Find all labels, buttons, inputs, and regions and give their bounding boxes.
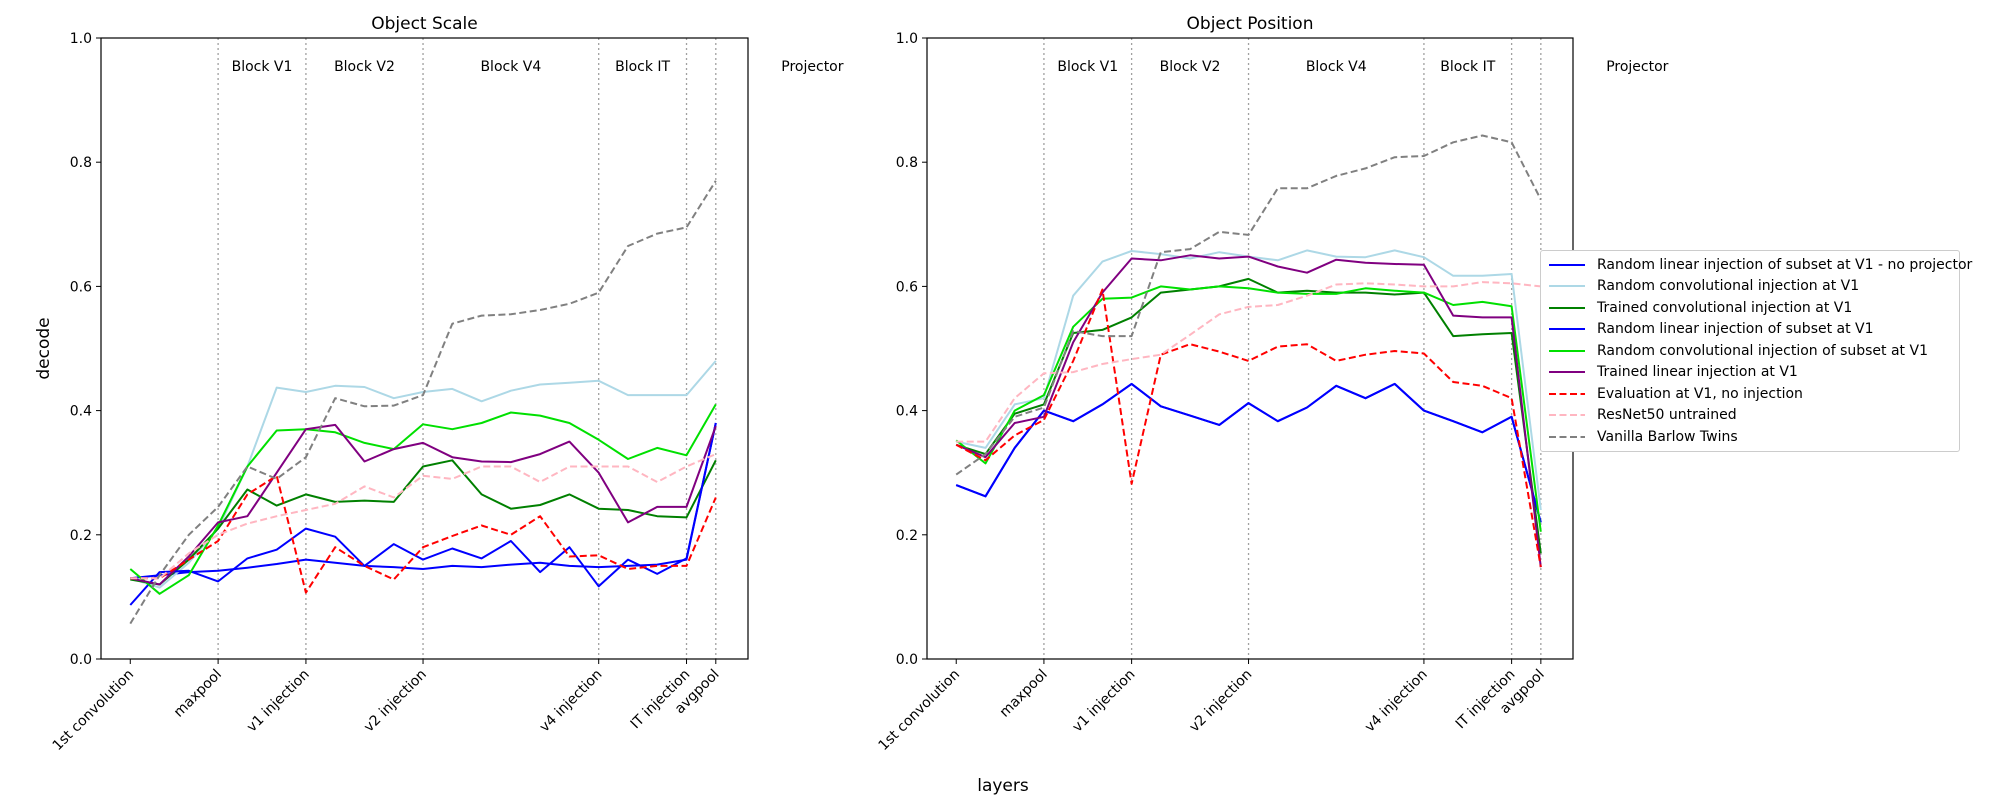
series-line-evaluation-at-v1-no-injection [955, 288, 1542, 568]
plot-frame [926, 37, 1574, 660]
region-label-projector: Projector [781, 59, 843, 75]
chart-title: Object Position [1187, 14, 1314, 34]
legend-label: ResNet50 untrained [1597, 407, 1737, 424]
x-tick-label: v2 injection [1186, 667, 1255, 736]
y-tick-label: 0.6 [70, 279, 92, 295]
legend-item-random-linear-injection-of-subset-at-v1-no-projector: Random linear injection of subset at V1 … [1547, 254, 1972, 276]
series-group [129, 180, 717, 625]
series-line-random-linear-injection-of-subset-at-v1 [129, 422, 717, 606]
series-line-random-linear-injection-of-subset-at-v1 [955, 382, 1542, 523]
figure-x-axis-label: layers [977, 776, 1029, 796]
x-tick-label: maxpool [171, 667, 225, 721]
legend-label: Random linear injection of subset at V1 … [1597, 256, 1973, 273]
y-tick-label: 0.2 [896, 528, 918, 544]
chart-legend: Random linear injection of subset at V1 … [1540, 250, 1972, 452]
legend-swatch [1549, 414, 1585, 417]
legend-label: Evaluation at V1, no injection [1597, 385, 1803, 402]
y-tick-label: 0.4 [70, 404, 92, 420]
region-label-block-v2: Block V2 [334, 59, 395, 75]
legend-swatch [1549, 306, 1585, 309]
legend-item-vanilla-barlow-twins: Vanilla Barlow Twins [1547, 426, 1953, 448]
y-tick-label: 1.0 [70, 31, 92, 47]
legend-swatch [1549, 371, 1585, 374]
y-tick-label: 0.2 [70, 528, 92, 544]
region-label-block-v4: Block V4 [480, 59, 541, 75]
chart-title: Object Scale [371, 14, 478, 34]
region-label-block-v4: Block V4 [1306, 59, 1367, 75]
y-tick-label: 0.8 [70, 155, 92, 171]
legend-label: Trained convolutional injection at V1 [1597, 299, 1853, 316]
series-line-vanilla-barlow-twins [129, 180, 717, 625]
y-tick-label: 0.0 [70, 652, 92, 668]
x-tick-label: 1st convolution [50, 667, 137, 754]
legend-item-random-linear-injection-of-subset-at-v1: Random linear injection of subset at V1 [1547, 319, 1953, 341]
x-tick-label: maxpool [997, 667, 1051, 721]
series-line-trained-convolutional-injection-at-v1 [130, 459, 717, 586]
y-tick-label: 0.6 [896, 279, 918, 295]
y-axis-label: decode [34, 317, 54, 379]
legend-item-trained-linear-injection-at-v1: Trained linear injection at V1 [1547, 362, 1953, 384]
series-group [955, 134, 1542, 568]
legend-swatch [1549, 328, 1585, 331]
x-tick-label: v1 injection [244, 667, 313, 736]
series-line-trained-linear-injection-at-v1 [130, 423, 717, 586]
x-tick-label: 1st convolution [876, 667, 963, 754]
series-line-random-linear-injection-of-subset-at-v1-no-projector [130, 422, 717, 580]
legend-label: Random linear injection of subset at V1 [1597, 321, 1874, 338]
legend-item-evaluation-at-v1-no-injection: Evaluation at V1, no injection [1547, 383, 1953, 405]
y-tick-label: 1.0 [896, 31, 918, 47]
region-label-block-v1: Block V1 [232, 59, 293, 75]
legend-swatch [1549, 435, 1585, 438]
legend-label: Trained linear injection at V1 [1597, 364, 1798, 381]
region-label-projector: Projector [1606, 59, 1668, 75]
legend-item-random-convolutional-injection-at-v1: Random convolutional injection at V1 [1547, 276, 1953, 298]
series-line-resnet50-untrained [130, 453, 717, 580]
region-label-block-it: Block IT [615, 59, 670, 75]
x-tick-label: v2 injection [361, 667, 430, 736]
series-line-vanilla-barlow-twins [955, 134, 1542, 476]
legend-swatch [1549, 349, 1585, 352]
legend-swatch [1549, 285, 1585, 288]
legend-item-trained-convolutional-injection-at-v1: Trained convolutional injection at V1 [1547, 297, 1953, 319]
series-line-random-convolutional-injection-of-subset-at-v1 [129, 403, 717, 595]
region-label-block-v1: Block V1 [1057, 59, 1118, 75]
legend-item-random-convolutional-injection-of-subset-at-v1: Random convolutional injection of subset… [1547, 340, 1953, 362]
legend-swatch [1549, 392, 1585, 395]
series-line-evaluation-at-v1-no-injection [130, 474, 717, 594]
x-tick-label: v4 injection [1362, 667, 1431, 736]
legend-label: Random convolutional injection at V1 [1597, 278, 1860, 295]
x-tick-label: v4 injection [537, 667, 606, 736]
legend-item-resnet50-untrained: ResNet50 untrained [1547, 405, 1953, 427]
x-tick-label: v1 injection [1070, 667, 1139, 736]
region-label-block-v2: Block V2 [1160, 59, 1221, 75]
plot-frame [100, 37, 749, 660]
y-tick-label: 0.4 [896, 404, 918, 420]
region-label-block-it: Block IT [1440, 59, 1495, 75]
y-tick-label: 0.8 [896, 155, 918, 171]
chart-panel-object-scale: Block V1 Block V2 Block V4 Block IT Projecto… [34, 14, 844, 754]
legend-label: Random convolutional injection of subset… [1597, 342, 1928, 359]
series-line-resnet50-untrained [956, 281, 1541, 443]
y-tick-label: 0.0 [896, 652, 918, 668]
legend-label: Vanilla Barlow Twins [1597, 428, 1738, 445]
legend-swatch [1549, 263, 1585, 266]
series-line-trained-linear-injection-at-v1 [955, 254, 1542, 568]
